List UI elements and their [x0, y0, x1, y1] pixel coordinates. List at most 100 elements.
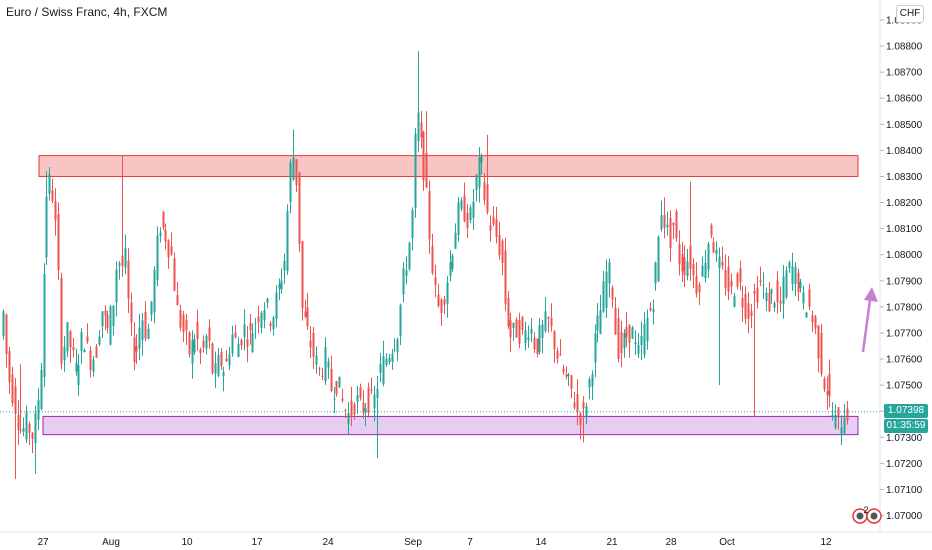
candle-body [254, 322, 257, 325]
candle-body [478, 157, 481, 188]
candle-body [770, 289, 773, 294]
candle-body [182, 314, 185, 333]
candle-body [133, 337, 136, 362]
candle-body [466, 212, 469, 228]
candle-body [31, 433, 34, 439]
candle-body [104, 310, 107, 316]
currency-selector[interactable]: CHF [896, 5, 924, 23]
candle-body [544, 311, 547, 331]
candle-body [631, 327, 634, 339]
candle-body [379, 363, 382, 373]
candle-body [820, 332, 823, 374]
candle-body [797, 272, 800, 293]
candle-body [434, 277, 437, 285]
candle-body [341, 398, 344, 401]
candle-body [805, 312, 808, 318]
candle-body [712, 242, 715, 253]
candle-body [240, 339, 243, 346]
candle-body [588, 378, 591, 388]
candle-body [762, 284, 765, 286]
candle-body [382, 356, 385, 385]
candle-body [695, 276, 698, 294]
candle-body [373, 394, 376, 409]
candle-body [843, 418, 846, 434]
candle-body [744, 293, 747, 319]
candle-body [25, 412, 28, 440]
candle-body [422, 132, 425, 181]
price-tick-label: 1.08000 [886, 250, 923, 261]
up-arrow-shaft [861, 299, 872, 353]
candle-body [495, 219, 498, 237]
candle-body [794, 266, 797, 285]
price-tick-label: 1.07300 [886, 433, 923, 444]
candle-body [504, 250, 507, 305]
candle-body [309, 340, 312, 348]
candle-body [698, 284, 701, 293]
chart-title: Euro / Swiss Franc, 4h, FXCM [6, 5, 168, 19]
events-badge[interactable]: 2 [852, 505, 882, 524]
candle-body [225, 358, 228, 362]
candle-body [164, 229, 167, 242]
candle-body [306, 307, 309, 327]
price-tick-label: 1.07600 [886, 355, 923, 366]
candle-body [275, 292, 278, 319]
candle-body [602, 281, 605, 312]
candle-body [106, 314, 109, 328]
candle-body [98, 336, 101, 345]
candle-body [628, 324, 631, 343]
candle-body [608, 262, 611, 284]
candle-body [60, 277, 63, 364]
candle-body [170, 246, 173, 255]
candle-body [692, 263, 695, 276]
candle-body [101, 311, 104, 327]
candle-body [159, 232, 162, 237]
candle-body [2, 311, 5, 336]
candle-body [527, 337, 530, 341]
candle-body [295, 159, 298, 185]
candle-body [707, 243, 710, 270]
candle-body [486, 184, 489, 213]
candle-body [376, 388, 379, 398]
candle-body [347, 412, 350, 425]
candle-body [431, 246, 434, 273]
candle-body [130, 302, 133, 323]
candle-body [92, 359, 95, 372]
candle-body [63, 346, 66, 361]
event-dot-icon [870, 512, 878, 520]
time-tick-label: Sep [404, 537, 422, 548]
candle-body [353, 404, 356, 415]
events-count: 2 [863, 505, 868, 515]
candle-body [69, 331, 72, 348]
candle-body [51, 190, 54, 202]
candle-body [724, 269, 727, 289]
resistance-zone[interactable] [38, 155, 859, 177]
candle-body [457, 202, 460, 236]
candle-body [704, 263, 707, 279]
candle-body [480, 156, 483, 163]
candle-body [840, 427, 843, 436]
candle-body [782, 276, 785, 304]
candle-body [521, 317, 524, 330]
candle-body [556, 350, 559, 359]
candle-body [791, 266, 794, 285]
time-axis[interactable]: 27 Aug 10 17 24 Sep 7 14 21 28 Oct 12 [37, 537, 832, 548]
candle-body [45, 196, 48, 258]
candle-body [211, 343, 214, 373]
candle-body [318, 368, 321, 370]
candle-body [385, 359, 388, 365]
candle-body [66, 322, 69, 352]
time-tick-label: Aug [102, 537, 120, 548]
candle-body [330, 368, 333, 391]
support-zone[interactable] [42, 415, 859, 436]
candle-body [463, 195, 466, 222]
candle-body [292, 157, 295, 180]
candle-body [208, 327, 211, 341]
candle-body [649, 307, 652, 311]
price-axis[interactable]: 1.089001.088001.087001.086001.085001.084… [880, 16, 923, 523]
candle-body [420, 122, 423, 138]
candle-body [437, 294, 440, 307]
candle-body [460, 200, 463, 210]
candle-body [77, 364, 80, 385]
candle-body [660, 215, 663, 230]
